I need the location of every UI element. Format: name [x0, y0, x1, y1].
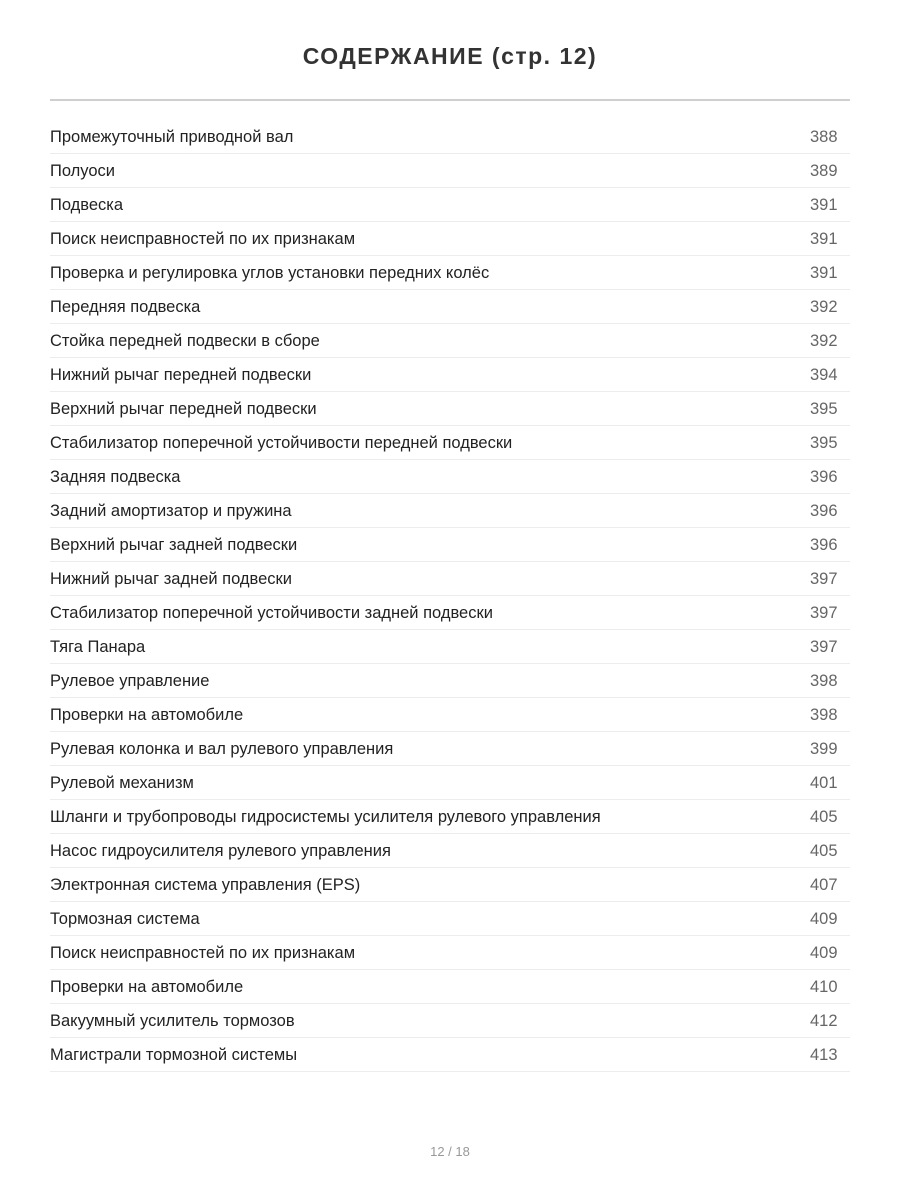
- toc-entry-page: 392: [810, 298, 838, 316]
- toc-entry-page: 401: [810, 774, 838, 792]
- toc-entry[interactable]: Верхний рычаг задней подвески 396: [50, 528, 850, 562]
- toc-entry[interactable]: Тормозная система 409: [50, 902, 850, 936]
- toc-entry-page: 389: [810, 162, 838, 180]
- toc-entry-title: Задняя подвеска: [50, 468, 181, 486]
- toc-entry-title: Промежуточный приводной вал: [50, 128, 294, 146]
- toc-entry-page: 399: [810, 740, 838, 758]
- toc-entry-page: 398: [810, 672, 838, 690]
- toc-entry[interactable]: Рулевой механизм 401: [50, 766, 850, 800]
- toc-entry-title: Полуоси: [50, 162, 115, 180]
- toc-entry-title: Шланги и трубопроводы гидросистемы усили…: [50, 808, 601, 826]
- toc-list: Промежуточный приводной вал 388 Полуоси 389…: [50, 120, 850, 1072]
- toc-entry-title: Тормозная система: [50, 910, 200, 928]
- toc-entry-title: Вакуумный усилитель тормозов: [50, 1012, 295, 1030]
- toc-entry-title: Нижний рычаг задней подвески: [50, 570, 292, 588]
- toc-entry-page: 397: [810, 638, 838, 656]
- toc-entry-page: 409: [810, 910, 838, 928]
- toc-entry-page: 388: [810, 128, 838, 146]
- toc-entry[interactable]: Магистрали тормозной системы 413: [50, 1038, 850, 1072]
- toc-entry[interactable]: Полуоси 389: [50, 154, 850, 188]
- toc-entry-page: 391: [810, 230, 838, 248]
- toc-entry[interactable]: Электронная система управления (EPS) 407: [50, 868, 850, 902]
- toc-entry-title: Задний амортизатор и пружина: [50, 502, 292, 520]
- toc-entry-page: 398: [810, 706, 838, 724]
- toc-entry-title: Проверки на автомобиле: [50, 978, 244, 996]
- toc-entry[interactable]: Проверка и регулировка углов установки п…: [50, 256, 850, 290]
- toc-entry[interactable]: Шланги и трубопроводы гидросистемы усили…: [50, 800, 850, 834]
- toc-entry[interactable]: Стойка передней подвески в сборе 392: [50, 324, 850, 358]
- toc-entry-title: Рулевой механизм: [50, 774, 194, 792]
- toc-entry-page: 405: [810, 842, 838, 860]
- toc-entry[interactable]: Нижний рычаг передней подвески 394: [50, 358, 850, 392]
- toc-entry[interactable]: Стабилизатор поперечной устойчивости пер…: [50, 426, 850, 460]
- toc-entry[interactable]: Вакуумный усилитель тормозов 412: [50, 1004, 850, 1038]
- toc-entry[interactable]: Стабилизатор поперечной устойчивости зад…: [50, 596, 850, 630]
- toc-entry-page: 397: [810, 570, 838, 588]
- toc-entry[interactable]: Поиск неисправностей по их признакам 391: [50, 222, 850, 256]
- toc-entry-page: 391: [810, 196, 838, 214]
- toc-entry[interactable]: Поиск неисправностей по их признакам 409: [50, 936, 850, 970]
- page-indicator: 12 / 18: [430, 1144, 470, 1159]
- toc-entry-title: Стойка передней подвески в сборе: [50, 332, 320, 350]
- toc-entry-title: Верхний рычаг передней подвески: [50, 400, 317, 418]
- toc-entry-title: Тяга Панара: [50, 638, 146, 656]
- toc-entry-title: Поиск неисправностей по их признакам: [50, 230, 356, 248]
- toc-entry[interactable]: Передняя подвеска 392: [50, 290, 850, 324]
- toc-entry[interactable]: Рулевое управление 398: [50, 664, 850, 698]
- toc-entry-title: Проверки на автомобиле: [50, 706, 244, 724]
- toc-entry[interactable]: Рулевая колонка и вал рулевого управлени…: [50, 732, 850, 766]
- toc-entry-page: 396: [810, 468, 838, 486]
- toc-entry-page: 412: [810, 1012, 838, 1030]
- toc-entry-title: Рулевое управление: [50, 672, 210, 690]
- toc-entry-page: 397: [810, 604, 838, 622]
- toc-entry-title: Стабилизатор поперечной устойчивости пер…: [50, 434, 513, 452]
- toc-entry-page: 391: [810, 264, 838, 282]
- toc-entry[interactable]: Проверки на автомобиле 410: [50, 970, 850, 1004]
- toc-entry[interactable]: Проверки на автомобиле 398: [50, 698, 850, 732]
- toc-entry-title: Стабилизатор поперечной устойчивости зад…: [50, 604, 493, 622]
- toc-entry-page: 395: [810, 434, 838, 452]
- toc-entry-title: Подвеска: [50, 196, 124, 214]
- toc-entry-page: 413: [810, 1046, 838, 1064]
- toc-entry-title: Насос гидроусилителя рулевого управления: [50, 842, 391, 860]
- toc-entry-page: 396: [810, 536, 838, 554]
- toc-entry[interactable]: Нижний рычаг задней подвески 397: [50, 562, 850, 596]
- toc-entry[interactable]: Верхний рычаг передней подвески 395: [50, 392, 850, 426]
- page-title: СОДЕРЖАНИЕ (стр. 12): [302, 43, 598, 69]
- toc-entry-title: Нижний рычаг передней подвески: [50, 366, 312, 384]
- toc-entry[interactable]: Тяга Панара 397: [50, 630, 850, 664]
- toc-entry-title: Передняя подвеска: [50, 298, 201, 316]
- toc-entry-page: 392: [810, 332, 838, 350]
- toc-entry-page: 405: [810, 808, 838, 826]
- toc-entry-page: 409: [810, 944, 838, 962]
- toc-entry-page: 395: [810, 400, 838, 418]
- toc-entry-title: Проверка и регулировка углов установки п…: [50, 264, 490, 282]
- toc-entry[interactable]: Задняя подвеска 396: [50, 460, 850, 494]
- toc-entry-page: 394: [810, 366, 838, 384]
- toc-entry-title: Поиск неисправностей по их признакам: [50, 944, 356, 962]
- toc-entry-title: Магистрали тормозной системы: [50, 1046, 298, 1064]
- toc-entry-title: Верхний рычаг задней подвески: [50, 536, 298, 554]
- toc-entry-title: Рулевая колонка и вал рулевого управлени…: [50, 740, 394, 758]
- toc-entry-page: 410: [810, 978, 838, 996]
- toc-entry-page: 396: [810, 502, 838, 520]
- toc-entry[interactable]: Задний амортизатор и пружина 396: [50, 494, 850, 528]
- header-divider: [50, 99, 850, 101]
- toc-entry-title: Электронная система управления (EPS): [50, 876, 361, 894]
- toc-entry[interactable]: Промежуточный приводной вал 388: [50, 120, 850, 154]
- toc-entry[interactable]: Насос гидроусилителя рулевого управления…: [50, 834, 850, 868]
- toc-entry-page: 407: [810, 876, 838, 894]
- toc-entry[interactable]: Подвеска 391: [50, 188, 850, 222]
